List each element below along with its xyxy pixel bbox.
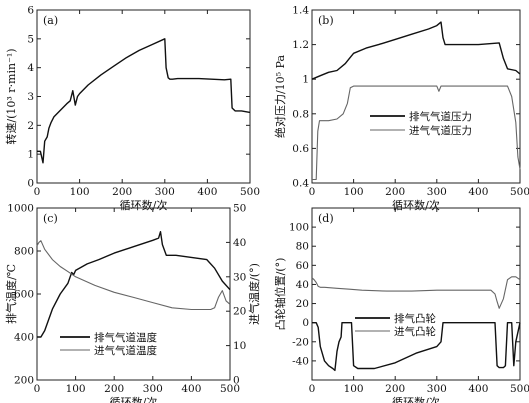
x-tick-label: 300: [427, 383, 447, 395]
y-tick-label: 0: [302, 317, 309, 329]
y-tick-label: 100: [289, 222, 309, 234]
x-tick-label: 500: [510, 186, 529, 198]
x-tick-label: 100: [70, 186, 90, 198]
plot-frame: [311, 9, 521, 184]
y-tick-label: 400: [14, 332, 34, 344]
y-tick-label: 2: [27, 120, 34, 132]
y-tick-label: 20: [296, 298, 309, 310]
y-axis-label: 转速/(10³ r·min⁻¹): [4, 48, 18, 144]
chart-panel-1: 0 100 200 300 400 500 0 1 2 3 4 5 6 循环数/次 转速/(10³ r·mi…: [4, 5, 260, 213]
panel-label: (a): [43, 14, 58, 27]
legend-label: 进气气道压力: [409, 124, 472, 137]
series-line-1: [37, 38, 251, 164]
x-tick-label: 0: [34, 383, 41, 395]
y-tick-label: 40: [296, 279, 309, 291]
series-line-2: [36, 240, 231, 311]
x-axis-label: 循环数/次: [392, 198, 440, 212]
x-tick-label: 0: [309, 383, 316, 395]
y-tick-label: 3: [27, 91, 34, 103]
legend-label: 排气气道压力: [409, 110, 472, 123]
series-line-1: [311, 21, 521, 80]
y-tick-label: 0: [27, 178, 34, 190]
x-tick-label: 500: [240, 186, 260, 198]
x-tick-label: 0: [309, 186, 316, 198]
series-line-2: [311, 276, 521, 309]
plot-frame: [36, 9, 251, 184]
series-line-1: [312, 322, 521, 372]
chart-panel-2: 0 100 200 300 400 500 0.4 0.6 0.8 1 1.2 1.4 循环数/次 绝对压…: [273, 5, 529, 213]
series-line-1: [37, 230, 231, 338]
x-tick-label: 0: [34, 186, 41, 198]
y-tick-label: -40: [292, 355, 309, 367]
x-tick-label: 200: [385, 186, 405, 198]
y-tick-label: 6: [27, 5, 34, 17]
x-tick-label: 100: [66, 383, 86, 395]
x-tick-label: 100: [344, 186, 364, 198]
legend-label: 进气凸轮: [394, 325, 436, 338]
y2-tick-label: 20: [233, 306, 246, 318]
x-tick-label: 400: [468, 383, 488, 395]
y-tick-label: -20: [292, 336, 309, 348]
legend-label: 进气气道温度: [94, 344, 157, 357]
x-axis-label: 循环数/次: [120, 198, 168, 212]
y-tick-label: 600: [14, 289, 34, 301]
y-tick-label: 0.4: [292, 178, 309, 190]
x-tick-label: 500: [220, 383, 240, 395]
y2-tick-label: 0: [233, 375, 240, 387]
x-tick-label: 200: [104, 383, 124, 395]
y-tick-label: 800: [14, 246, 34, 258]
y-tick-label: 1: [302, 74, 309, 86]
x-tick-label: 300: [427, 186, 447, 198]
panel-label: (c): [43, 212, 58, 225]
y-tick-label: 0.8: [292, 108, 309, 120]
y-tick-label: 200: [14, 375, 34, 387]
chart-panel-4: 0 100 200 300 400 500 -40 -20 0 20 40 60 80 100 循环数/次 凸…: [273, 207, 529, 403]
x-tick-label: 300: [155, 186, 175, 198]
x-tick-label: 400: [181, 383, 201, 395]
panel-label: (b): [318, 14, 334, 27]
y-tick-label: 4: [27, 62, 34, 74]
y-tick-label: 0.6: [292, 143, 309, 155]
x-tick-label: 200: [385, 383, 405, 395]
y-tick-label: 1.2: [292, 39, 309, 51]
legend-label: 排气凸轮: [394, 312, 436, 325]
y-tick-label: 1000: [7, 203, 34, 215]
y-tick-label: 5: [27, 33, 34, 45]
legend-label: 排气气道温度: [94, 331, 157, 344]
x-tick-label: 400: [197, 186, 217, 198]
y-axis-label: 排气温度/℃: [4, 264, 18, 324]
y2-tick-label: 50: [233, 203, 246, 215]
x-tick-label: 300: [143, 383, 163, 395]
series-line-2: [312, 85, 521, 181]
y2-tick-label: 40: [233, 237, 246, 249]
y-tick-label: 1.4: [292, 5, 309, 17]
y2-axis-label: 进气温度/(°): [247, 263, 261, 325]
y-axis-label: 绝对压力/10⁵ Pa: [273, 55, 287, 139]
x-tick-label: 100: [344, 383, 364, 395]
x-tick-label: 400: [468, 186, 488, 198]
x-tick-label: 200: [112, 186, 132, 198]
y-tick-label: 80: [296, 241, 309, 253]
x-axis-label: 循环数/次: [110, 395, 158, 403]
x-tick-label: 500: [510, 383, 529, 395]
chart-panel-3: 0 100 200 300 400 500 200 400 600 800 1000 0 10 20 30 4…: [4, 203, 261, 403]
y-tick-label: 60: [296, 260, 309, 272]
panel-label: (d): [318, 212, 334, 225]
y-tick-label: 1: [27, 149, 34, 161]
x-axis-label: 循环数/次: [392, 395, 440, 403]
y2-tick-label: 10: [233, 340, 246, 352]
y-axis-label: 凸轮轴位置/(°): [273, 258, 287, 331]
plot-frame: [311, 207, 521, 381]
y2-tick-label: 30: [233, 271, 246, 283]
